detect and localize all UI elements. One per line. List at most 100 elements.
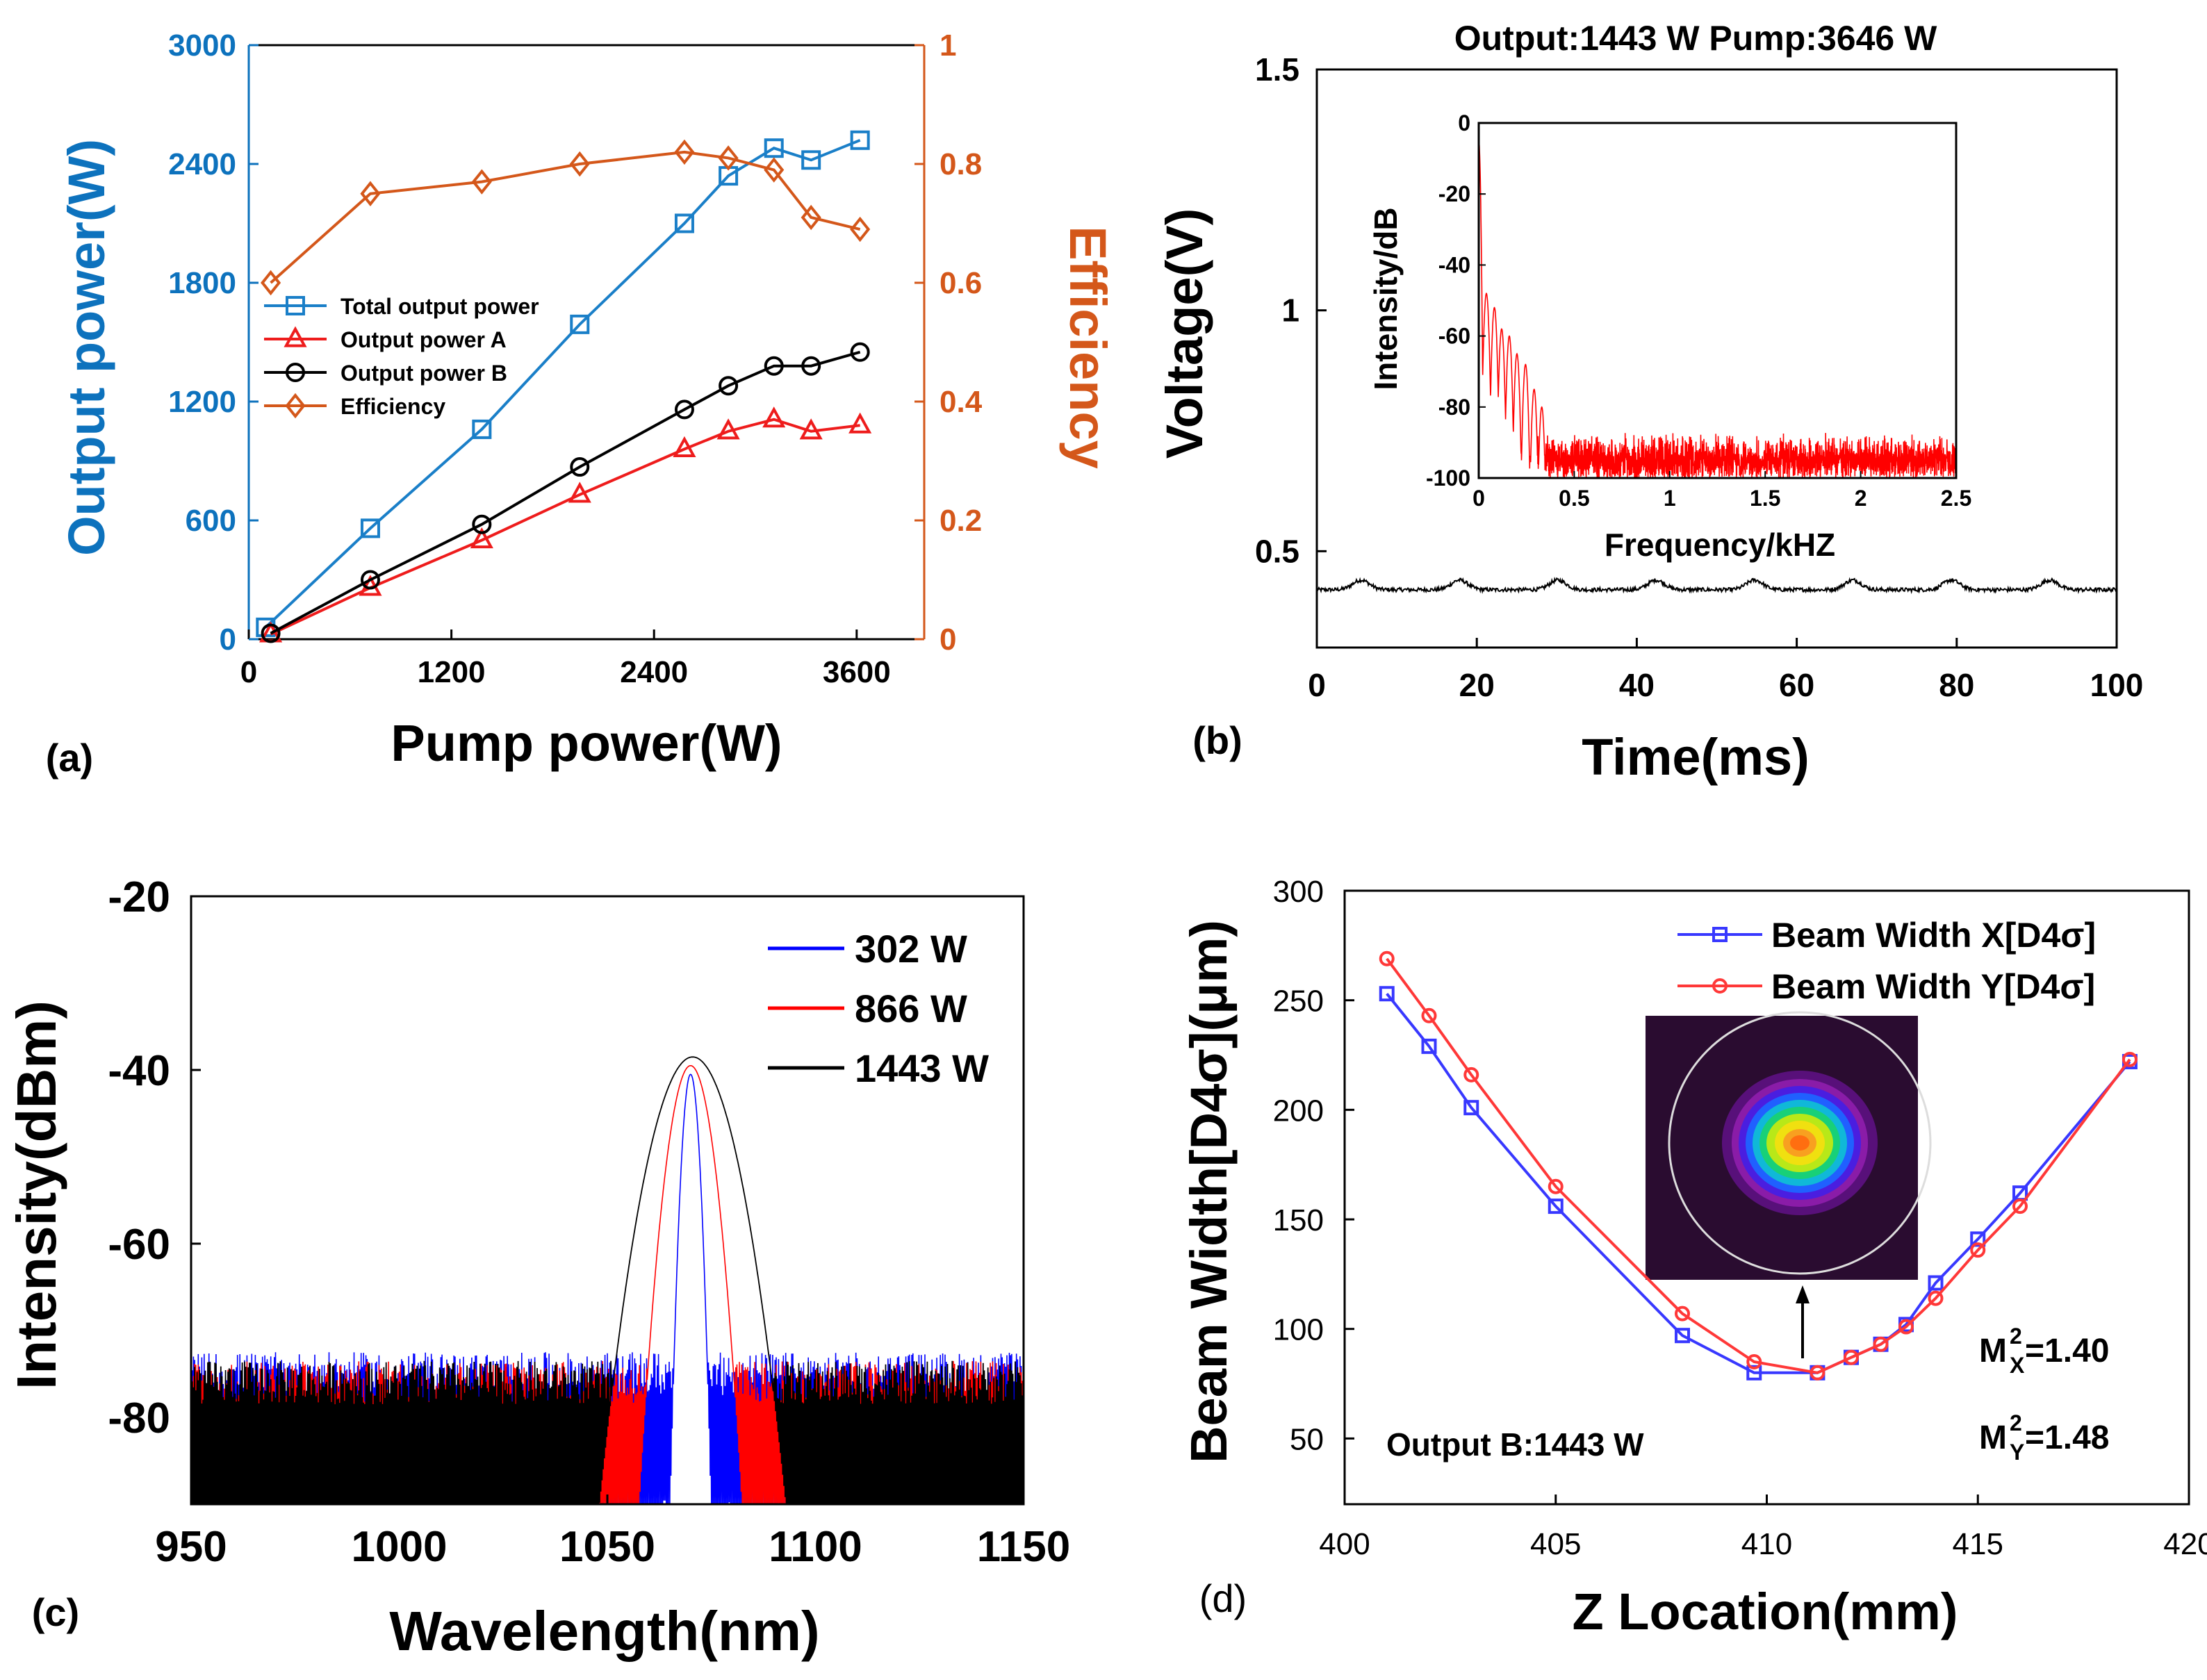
x-tick-label: 1000 (352, 1523, 448, 1571)
chart-title: Output:1443 W Pump:3646 W (1454, 19, 1937, 58)
panel-label-a: (a) (46, 736, 93, 780)
series-line-y (1386, 957, 2131, 1374)
x-tick-label: 80 (1939, 667, 1974, 703)
beam-profile-intensity-ring (1790, 1135, 1810, 1151)
x-tick-label: 405 (1530, 1527, 1581, 1561)
data-point (801, 204, 821, 231)
x-tick-label: 0 (240, 655, 257, 689)
m2-x-base: M (1979, 1333, 2007, 1369)
legend-label: Output power B (341, 361, 507, 386)
data-point (2122, 1051, 2138, 1067)
y-axis-title: Beam Width[D4σ](μm) (1180, 920, 1238, 1463)
data-point (850, 216, 871, 242)
y2-tick-label: 0.4 (940, 385, 983, 419)
y-tick-label: 1800 (168, 266, 236, 300)
data-point (470, 527, 493, 549)
y-axis-title: Voltage(V) (1156, 208, 1213, 459)
inset-frame (1477, 122, 1958, 479)
data-point (848, 412, 872, 434)
legend-label: 866 W (855, 987, 967, 1030)
m2-x-value: =1.40 (2025, 1333, 2109, 1369)
data-point (261, 270, 281, 296)
data-point (1379, 986, 1395, 1002)
data-point (850, 342, 870, 362)
data-point (674, 213, 694, 233)
data-point (1463, 1100, 1479, 1116)
inset-frame-top (1477, 122, 1958, 479)
data-point (472, 419, 492, 439)
m2-x-sub: X (2010, 1353, 2025, 1378)
x-tick-label: 1150 (977, 1523, 1071, 1571)
data-point (673, 436, 696, 457)
data-point (360, 181, 381, 206)
y-axis-title: Intensity(dBm) (6, 1000, 67, 1390)
data-point (1844, 1349, 1859, 1365)
data-point (1898, 1319, 1914, 1335)
y-tick-label: -60 (108, 1221, 170, 1269)
inset-y-tick-label: -60 (1438, 324, 1470, 349)
data-point (801, 356, 821, 376)
data-point (1421, 1007, 1437, 1023)
legend-label: 1443 W (855, 1046, 989, 1090)
y-axis-title: Output power(W) (58, 139, 115, 556)
data-point (1873, 1336, 1889, 1352)
data-point (1379, 950, 1395, 966)
panel-label-c: (c) (32, 1590, 79, 1634)
plot-frame (1315, 68, 2118, 649)
y-tick-label: 0 (220, 623, 236, 657)
data-point (799, 418, 823, 440)
panel-c: 950 1000 1050 1100 1150 -20 -40 -60 -80 Wavelengt… (6, 873, 1070, 1662)
inset-x-tick-label: 0.5 (1559, 486, 1589, 511)
inset-x-tick-label: 2 (1855, 486, 1867, 511)
x-tick-label: 1050 (559, 1523, 655, 1571)
data-point (471, 169, 492, 195)
data-point (360, 518, 380, 538)
legend-marker (1712, 978, 1728, 994)
m2-y-value: =1.48 (2025, 1419, 2109, 1456)
y-tick-label: -80 (108, 1394, 170, 1442)
y-tick-label: 2400 (168, 147, 236, 181)
x-tick-label: 3600 (823, 655, 891, 689)
beam-profile-aperture (1668, 1011, 1932, 1275)
data-point (764, 356, 784, 376)
data-point (1463, 1067, 1479, 1082)
y-tick-label: -20 (108, 873, 170, 921)
y-tick-label: 600 (186, 504, 236, 538)
y-tick-label: 150 (1273, 1203, 1324, 1237)
y2-tick-label: 1 (940, 28, 956, 63)
voltage-trace (1316, 577, 2117, 595)
y-tick-label: 200 (1273, 1094, 1324, 1128)
inset-x-tick-label: 1.5 (1750, 486, 1780, 511)
inset-y-tick-label: -20 (1438, 181, 1470, 206)
data-point (1928, 1275, 1944, 1291)
y2-tick-label: 0.8 (940, 147, 982, 181)
x-tick-label: 420 (2163, 1527, 2207, 1561)
inset-x-tick-label: 1 (1664, 486, 1676, 511)
data-point (1970, 1231, 1986, 1247)
x-tick-label: 0 (1308, 667, 1326, 703)
y-tick-label: 1 (1281, 293, 1299, 329)
data-point (569, 151, 590, 177)
y-tick-label: 100 (1273, 1313, 1324, 1347)
spectrum-1443-W (190, 1056, 1024, 1505)
data-point (762, 406, 786, 428)
data-point (1746, 1365, 1762, 1381)
inset-y-tick-label: -100 (1426, 466, 1470, 491)
panel-label-b: (b) (1192, 718, 1242, 762)
y2-tick-label: 0.6 (940, 266, 982, 300)
x-axis-title: Z Location(mm) (1573, 1583, 1958, 1640)
x-axis-title: Wavelength(nm) (389, 1600, 819, 1662)
data-point (1675, 1328, 1690, 1344)
legend-label: Total output power (341, 294, 539, 319)
legend-marker (286, 296, 305, 315)
m2-y-sup: 2 (2010, 1410, 2022, 1435)
series-line-efficiency (270, 150, 861, 284)
m2-x-sup: 2 (2010, 1324, 2022, 1349)
legend-marker (1712, 927, 1728, 942)
data-point (764, 157, 785, 183)
x-tick-label: 40 (1619, 667, 1655, 703)
y-tick-label: 1.5 (1255, 51, 1299, 88)
x-tick-label: 60 (1779, 667, 1814, 703)
y-tick-label: 50 (1290, 1422, 1324, 1456)
